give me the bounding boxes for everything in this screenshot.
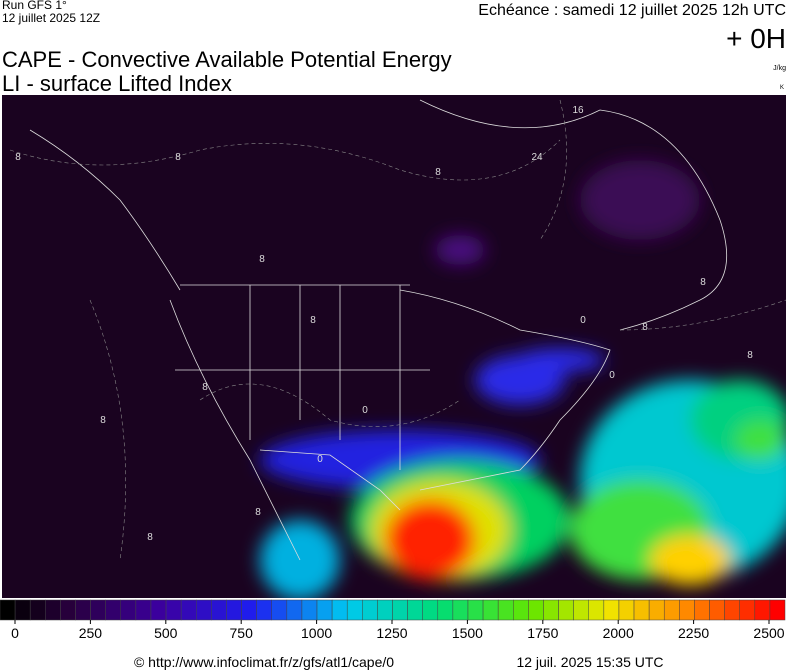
colorbar-swatch [422, 599, 439, 621]
colorbar-swatch [346, 599, 363, 621]
contour-labels: 8 8 16 24 8 8 8 0 8 8 8 8 0 0 8 8 0 8 [15, 105, 753, 543]
colorbar-swatch [603, 599, 620, 621]
colorbar-swatch [180, 599, 197, 621]
colorbar: 0 250 500 750 1000 1250 1500 1750 2000 2250 2500 [0, 599, 786, 641]
colorbar-swatch [467, 599, 484, 621]
colorbar-swatch [709, 599, 725, 621]
contour-label: 16 [572, 105, 584, 116]
borders [29, 99, 727, 561]
colorbar-swatch [316, 599, 333, 621]
contour-label: 8 [747, 350, 753, 361]
contour-label: 8 [175, 152, 181, 163]
contour-label: 0 [609, 370, 615, 381]
map-title: CAPE - Convective Available Potential En… [2, 47, 452, 72]
map: 8 8 16 24 8 8 8 0 8 8 8 8 0 0 8 8 0 8 [2, 95, 786, 598]
colorbar-swatch [437, 599, 454, 621]
contour-label: 0 [317, 454, 323, 465]
colorbar-swatch [633, 599, 650, 621]
colorbar-swatch [679, 599, 695, 621]
colorbar-swatch [0, 599, 16, 621]
colorbar-swatch [573, 599, 590, 621]
colorbar-tick-label: 2500 [753, 625, 784, 641]
colorbar-swatch [377, 599, 393, 621]
colorbar-swatch [301, 599, 318, 621]
colorbar-swatch [769, 599, 786, 621]
contour-label: 8 [202, 382, 208, 393]
contour-label: 8 [15, 152, 21, 163]
generated-time: 12 juil. 2025 15:35 UTC [516, 654, 663, 670]
lead-time: + 0H [726, 23, 786, 54]
colorbar-swatch [256, 599, 272, 621]
contour-label: 8 [700, 277, 706, 288]
contour-label: 8 [255, 507, 261, 518]
colorbar-tick-label: 750 [230, 625, 254, 641]
colorbar-swatch [558, 599, 574, 621]
colorbar-swatch [482, 599, 499, 621]
colorbar-swatch [226, 599, 242, 621]
colorbar-swatch [135, 599, 152, 621]
colorbar-swatch [663, 599, 680, 621]
colorbar-swatch [271, 599, 288, 621]
colorbar-swatch [105, 599, 122, 621]
colorbar-swatch [528, 599, 544, 621]
colorbar-swatch [724, 599, 740, 621]
colorbar-swatch [754, 599, 771, 621]
colorbar-swatch [331, 599, 348, 621]
colorbar-tick-label: 1750 [527, 625, 558, 641]
colorbar-swatch [29, 599, 46, 621]
colorbar-swatch [150, 599, 167, 621]
colorbar-swatch [513, 599, 529, 621]
colorbar-swatch [407, 599, 423, 621]
colorbar-tick-label: 500 [154, 625, 178, 641]
contour-label: 24 [531, 152, 543, 163]
contour-label: 8 [147, 532, 153, 543]
li-contours [9, 99, 786, 561]
colorbar-swatch [362, 599, 378, 621]
colorbar-swatch [452, 599, 469, 621]
colorbar-tick-label: 1000 [301, 625, 332, 641]
map-subtitle: LI - surface Lifted Index [2, 71, 232, 96]
colorbar-tick-label: 1500 [452, 625, 483, 641]
colorbar-swatch [211, 599, 227, 621]
cape-unit: J/kg [773, 65, 786, 72]
colorbar-swatch [286, 599, 303, 621]
li-unit: K [780, 85, 784, 91]
colorbar-swatch [543, 599, 559, 621]
colorbar-swatch [588, 599, 605, 621]
colorbar-swatch [648, 599, 665, 621]
colorbar-tick-label: 1250 [376, 625, 407, 641]
contour-label: 0 [580, 315, 586, 326]
contour-label: 8 [100, 415, 106, 426]
colorbar-swatch [90, 599, 106, 621]
contour-label: 8 [259, 254, 265, 265]
contour-label: 8 [310, 315, 316, 326]
colorbar-swatch [241, 599, 257, 621]
colorbar-tick-label: 2250 [678, 625, 709, 641]
colorbar-swatch [497, 599, 514, 621]
valid-time: Echéance : samedi 12 juillet 2025 12h UT… [478, 2, 786, 19]
colorbar-swatch [45, 599, 61, 621]
colorbar-swatch [694, 599, 710, 621]
contour-label: 8 [435, 167, 441, 178]
colorbar-tick-label: 0 [11, 625, 19, 641]
colorbar-tick-label: 2000 [603, 625, 634, 641]
colorbar-swatch [392, 599, 408, 621]
colorbar-swatch [739, 599, 756, 621]
colorbar-swatch [14, 599, 31, 621]
run-label: Run GFS 1° [2, 0, 67, 12]
colorbar-swatch [165, 599, 182, 621]
source-url: © http://www.infoclimat.fr/z/gfs/atl1/ca… [134, 654, 394, 670]
colorbar-swatch [120, 599, 137, 621]
contour-label: 0 [362, 405, 368, 416]
run-date: 12 juillet 2025 12Z [2, 11, 100, 25]
colorbar-swatch [60, 599, 76, 621]
colorbar-swatch [75, 599, 91, 621]
colorbar-swatch [618, 599, 635, 621]
contour-label: 8 [642, 322, 648, 333]
colorbar-tick-label: 250 [79, 625, 103, 641]
colorbar-swatch [196, 599, 212, 621]
cape-field [260, 160, 786, 598]
